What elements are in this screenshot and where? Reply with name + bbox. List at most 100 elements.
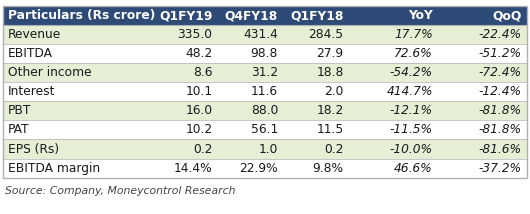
Bar <box>3 6 152 25</box>
Text: 18.2: 18.2 <box>316 104 343 117</box>
Bar <box>152 25 218 44</box>
Text: Source: Company, Moneycontrol Research: Source: Company, Moneycontrol Research <box>5 186 236 196</box>
Text: 98.8: 98.8 <box>251 47 278 60</box>
Text: Q4FY18: Q4FY18 <box>225 9 278 22</box>
Bar <box>152 159 218 178</box>
Bar <box>438 82 527 101</box>
Bar <box>3 44 152 63</box>
Bar <box>152 63 218 82</box>
Text: 0.2: 0.2 <box>193 143 213 156</box>
Text: 10.1: 10.1 <box>186 85 213 98</box>
Bar <box>284 120 349 140</box>
Text: -81.8%: -81.8% <box>479 123 522 137</box>
Bar <box>284 63 349 82</box>
Bar <box>284 159 349 178</box>
Text: Q1FY19: Q1FY19 <box>159 9 213 22</box>
Bar <box>349 101 438 120</box>
Bar <box>152 140 218 159</box>
Text: -72.4%: -72.4% <box>479 66 522 79</box>
Text: 431.4: 431.4 <box>243 28 278 41</box>
Text: -51.2%: -51.2% <box>479 47 522 60</box>
Bar <box>218 6 284 25</box>
Text: Other income: Other income <box>8 66 92 79</box>
Text: 0.2: 0.2 <box>324 143 343 156</box>
Text: 22.9%: 22.9% <box>240 162 278 175</box>
Text: 335.0: 335.0 <box>178 28 213 41</box>
Text: 48.2: 48.2 <box>185 47 213 60</box>
Text: 1.0: 1.0 <box>259 143 278 156</box>
Text: Interest: Interest <box>8 85 56 98</box>
Text: EBITDA: EBITDA <box>8 47 53 60</box>
Text: 284.5: 284.5 <box>308 28 343 41</box>
Bar <box>349 63 438 82</box>
Bar <box>349 82 438 101</box>
Bar <box>3 101 152 120</box>
Bar <box>349 44 438 63</box>
Text: -22.4%: -22.4% <box>479 28 522 41</box>
Bar <box>218 140 284 159</box>
Bar <box>438 25 527 44</box>
Text: 9.8%: 9.8% <box>313 162 343 175</box>
Bar <box>284 25 349 44</box>
Text: YoY: YoY <box>408 9 433 22</box>
Bar <box>438 120 527 140</box>
Text: 414.7%: 414.7% <box>386 85 433 98</box>
Text: -10.0%: -10.0% <box>390 143 433 156</box>
Bar <box>284 44 349 63</box>
Text: -12.4%: -12.4% <box>479 85 522 98</box>
Bar <box>284 6 349 25</box>
Text: QoQ: QoQ <box>493 9 522 22</box>
Bar <box>218 159 284 178</box>
Bar <box>349 140 438 159</box>
Bar <box>218 120 284 140</box>
Bar <box>438 159 527 178</box>
Bar <box>349 25 438 44</box>
Bar <box>3 120 152 140</box>
Bar <box>438 44 527 63</box>
Text: 11.5: 11.5 <box>316 123 343 137</box>
Text: -54.2%: -54.2% <box>390 66 433 79</box>
Bar <box>218 44 284 63</box>
Bar <box>152 82 218 101</box>
Bar <box>438 140 527 159</box>
Text: 56.1: 56.1 <box>251 123 278 137</box>
Text: 11.6: 11.6 <box>251 85 278 98</box>
Text: 72.6%: 72.6% <box>394 47 433 60</box>
Bar <box>284 140 349 159</box>
Bar <box>349 120 438 140</box>
Bar <box>3 63 152 82</box>
Text: EBITDA margin: EBITDA margin <box>8 162 100 175</box>
Text: Revenue: Revenue <box>8 28 61 41</box>
Bar <box>152 6 218 25</box>
Text: Q1FY18: Q1FY18 <box>290 9 343 22</box>
Text: -81.8%: -81.8% <box>479 104 522 117</box>
Text: 46.6%: 46.6% <box>394 162 433 175</box>
Text: 27.9: 27.9 <box>316 47 343 60</box>
Text: 16.0: 16.0 <box>186 104 213 117</box>
Bar <box>152 120 218 140</box>
Bar <box>3 6 527 178</box>
Bar <box>3 140 152 159</box>
Bar <box>438 63 527 82</box>
Text: -11.5%: -11.5% <box>390 123 433 137</box>
Bar <box>284 101 349 120</box>
Bar <box>218 25 284 44</box>
Text: -37.2%: -37.2% <box>479 162 522 175</box>
Bar <box>218 82 284 101</box>
Text: PAT: PAT <box>8 123 30 137</box>
Text: Particulars (Rs crore): Particulars (Rs crore) <box>8 9 155 22</box>
Text: 17.7%: 17.7% <box>394 28 433 41</box>
Text: -12.1%: -12.1% <box>390 104 433 117</box>
Bar <box>152 44 218 63</box>
Text: -81.6%: -81.6% <box>479 143 522 156</box>
Bar <box>218 63 284 82</box>
Bar <box>438 6 527 25</box>
Text: EPS (Rs): EPS (Rs) <box>8 143 59 156</box>
Bar <box>438 101 527 120</box>
Bar <box>3 159 152 178</box>
Text: 8.6: 8.6 <box>193 66 213 79</box>
Bar <box>3 82 152 101</box>
Bar <box>3 25 152 44</box>
Text: 18.8: 18.8 <box>316 66 343 79</box>
Bar <box>284 82 349 101</box>
